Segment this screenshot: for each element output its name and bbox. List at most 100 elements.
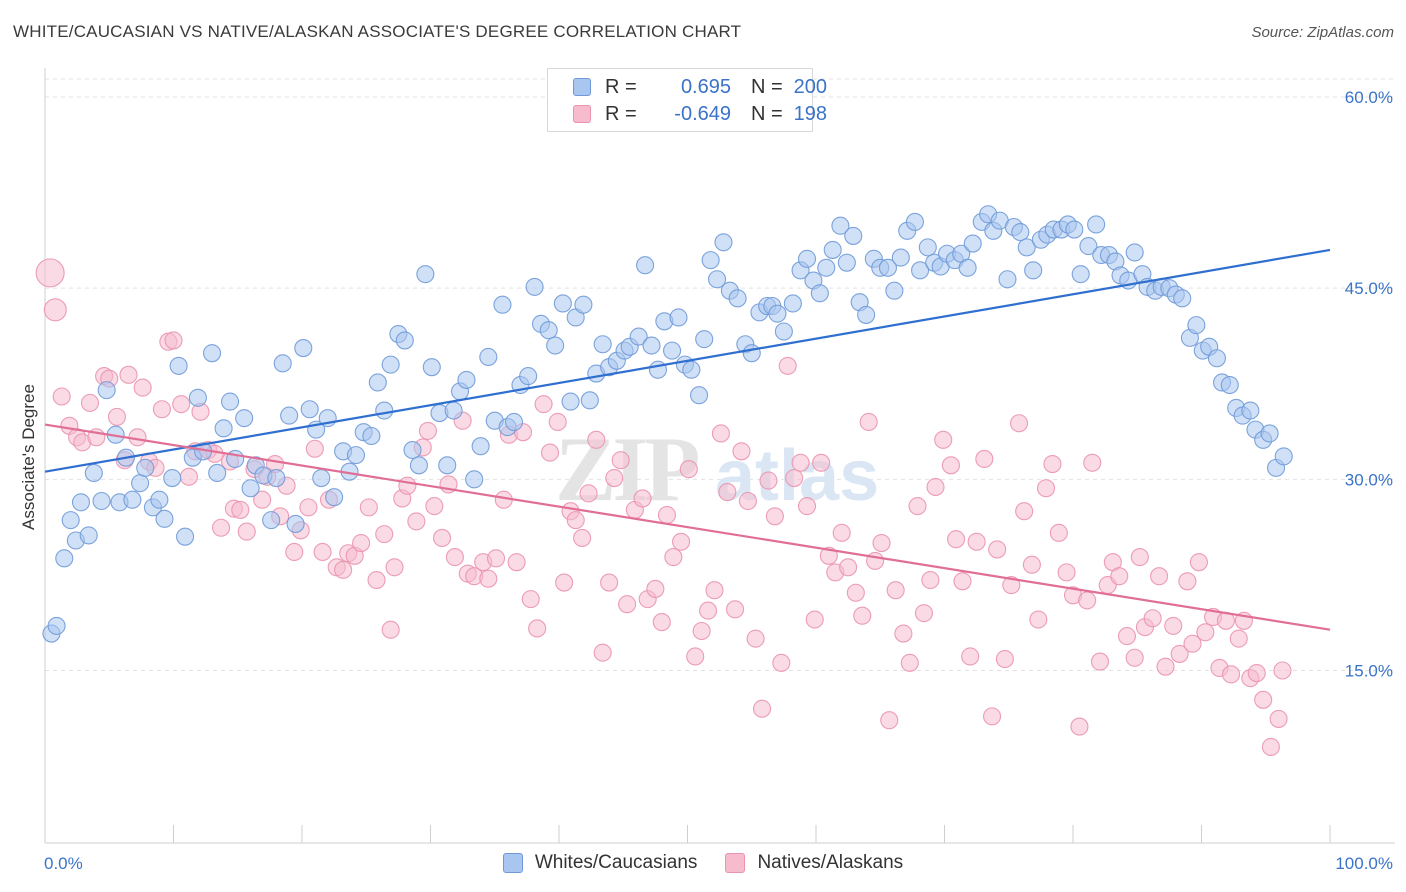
natives-point [1261, 737, 1280, 757]
natives-point [759, 471, 778, 490]
whites-point [593, 335, 612, 354]
whites-point [163, 469, 182, 488]
natives-point [540, 443, 560, 462]
whites-point [1187, 316, 1206, 335]
whites-point [574, 295, 593, 314]
natives-point [285, 542, 304, 562]
natives-point [633, 489, 652, 508]
series-legend: Whites/Caucasians Natives/Alaskans [0, 852, 1406, 874]
whites-point [998, 270, 1017, 289]
whites-point [346, 446, 366, 465]
whites-point [294, 339, 313, 358]
natives-point [133, 378, 152, 397]
natives-point [1022, 555, 1041, 574]
natives-point [772, 653, 791, 672]
natives-point [872, 534, 891, 553]
natives-point [886, 581, 905, 600]
natives-point [785, 469, 804, 488]
natives-point [1247, 663, 1266, 683]
natives-point [705, 581, 724, 600]
whites-point [471, 437, 490, 456]
series-natives-points [35, 258, 1292, 757]
whites-point [519, 367, 538, 386]
natives-point [921, 570, 940, 590]
whites-point [911, 261, 930, 280]
natives-point [172, 395, 191, 414]
natives-point [866, 551, 885, 570]
natives-point [900, 653, 919, 672]
natives-point [832, 523, 851, 542]
natives-point [611, 451, 630, 470]
whites-point [695, 330, 714, 349]
whites-point [241, 479, 260, 498]
natives-point [1043, 454, 1062, 474]
natives-point [418, 421, 437, 440]
whites-point [375, 401, 394, 420]
n-label: N = [751, 102, 783, 125]
natives-point [381, 620, 400, 639]
natives-point [152, 400, 171, 419]
natives-point [839, 558, 858, 577]
r-label: R = [605, 75, 637, 98]
natives-point [605, 469, 624, 488]
natives-point [385, 558, 404, 577]
natives-point [479, 569, 498, 588]
whites-point [71, 493, 91, 512]
whites-point [220, 392, 240, 411]
y-tick-label: 30.0% [1345, 470, 1393, 489]
natives-point [1178, 572, 1197, 591]
whites-point [203, 344, 222, 363]
whites-point [857, 305, 876, 324]
natives-point [853, 606, 872, 625]
natives-point [664, 548, 683, 567]
r-value: -0.649 [674, 102, 731, 125]
natives-point [1090, 652, 1110, 671]
whites-point [797, 249, 817, 268]
whites-point [690, 386, 709, 405]
whites-point [701, 251, 720, 270]
natives-point [1125, 648, 1144, 667]
whites-point [663, 341, 682, 360]
whites-point [444, 401, 463, 420]
whites-point [546, 336, 565, 355]
whites-point [55, 549, 74, 568]
natives-point [894, 624, 913, 643]
whites-point [1125, 243, 1144, 262]
whites-point [368, 373, 387, 392]
natives-point [819, 546, 838, 565]
natives-point [305, 439, 324, 458]
natives-point [35, 258, 65, 288]
natives-point [352, 534, 371, 553]
whites-point [131, 474, 150, 493]
natives-point [953, 572, 972, 591]
natives-point [211, 518, 231, 537]
whites-point [774, 322, 793, 341]
whites-point [1087, 215, 1106, 234]
whites-point [325, 488, 344, 507]
whites-point [395, 331, 414, 350]
natives-point [947, 530, 966, 549]
whites-point [708, 270, 727, 289]
natives-point [1150, 567, 1169, 586]
natives-point [1009, 414, 1029, 433]
natives-point [164, 331, 183, 350]
whites-point [188, 388, 207, 407]
natives-point [812, 453, 831, 472]
natives-point [1057, 563, 1076, 582]
natives-point [1183, 634, 1202, 653]
natives-point [926, 477, 945, 497]
natives-point [797, 497, 817, 516]
whites-point [92, 491, 111, 511]
whites-point [714, 233, 733, 252]
whites-point [381, 355, 400, 374]
whites-point [280, 406, 299, 425]
whites-point [580, 391, 599, 410]
natives-point [1229, 629, 1248, 648]
whites-point [831, 216, 850, 235]
natives-point [805, 610, 824, 629]
whites-point [1017, 238, 1036, 257]
natives-point [778, 356, 797, 375]
x-tick-label: 100.0% [1335, 854, 1393, 873]
natives-point [686, 647, 705, 666]
whites-swatch [573, 78, 591, 96]
